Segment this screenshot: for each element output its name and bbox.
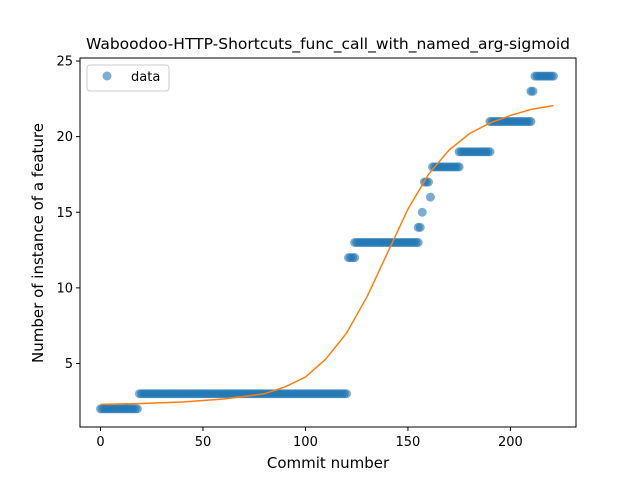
data-point: [341, 389, 351, 399]
x-tick-label: 0: [96, 435, 104, 450]
legend-label: data: [131, 70, 160, 85]
y-tick-label: 5: [65, 357, 73, 372]
plot-area: [96, 71, 558, 414]
y-tick-label: 10: [56, 281, 73, 296]
x-axis-label: Commit number: [267, 454, 390, 472]
legend-box: [86, 64, 170, 92]
x-tick-label: 50: [195, 435, 212, 450]
y-tick-label: 15: [56, 206, 73, 221]
data-point: [413, 238, 423, 247]
legend-marker: [102, 71, 112, 81]
y-axis-label: Number of instance of a feature: [29, 123, 47, 363]
data-point: [454, 162, 464, 172]
fit-line: [100, 104, 554, 406]
y-tick-label: 25: [56, 55, 73, 70]
data-point: [423, 177, 433, 187]
y-tick-label: 20: [56, 130, 73, 145]
data-point: [528, 86, 538, 96]
data-point: [425, 192, 435, 202]
x-tick-label: 150: [396, 435, 421, 450]
y-axis: 5 10 15 20 25: [56, 55, 80, 372]
data-point: [350, 253, 360, 263]
data-point: [485, 147, 495, 157]
data-point: [132, 404, 142, 414]
x-axis: 0 50 100 150 200: [96, 427, 523, 450]
data-points: [96, 71, 558, 414]
data-point: [526, 117, 536, 127]
chart-title: Waboodoo-HTTP-Shortcuts_func_call_with_n…: [86, 35, 570, 54]
data-point: [548, 71, 558, 81]
x-tick-label: 100: [293, 435, 318, 450]
x-tick-label: 200: [498, 435, 523, 450]
data-point: [415, 222, 425, 232]
plot-frame: [79, 57, 577, 428]
data-point: [417, 207, 427, 217]
legend: data: [86, 64, 170, 92]
